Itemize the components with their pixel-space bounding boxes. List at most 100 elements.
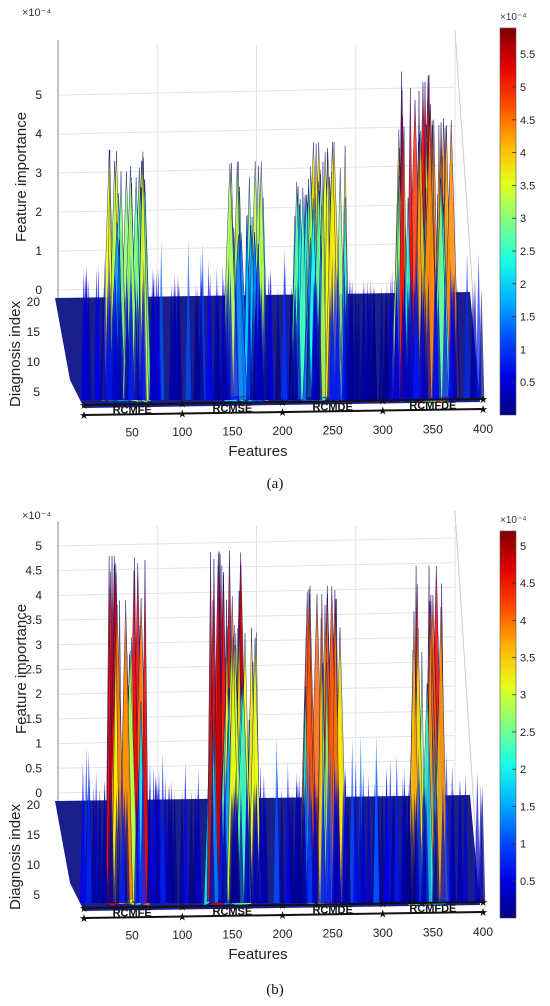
segment-label: RCMFE (113, 907, 152, 919)
segment-line-bottom (83, 911, 484, 919)
surface-noise (401, 274, 408, 400)
z-exponent-label: ×10⁻⁴ (22, 7, 51, 19)
surface-noise (263, 289, 270, 400)
surface-noise (101, 779, 108, 903)
surface-noise (278, 788, 285, 903)
z-tick-label: 3.5 (25, 613, 42, 627)
surface-noise (171, 792, 178, 903)
surface-noise (316, 288, 323, 400)
surface-noise (341, 271, 348, 400)
surface-noise (379, 788, 386, 903)
surface-noise (320, 749, 327, 903)
z-tick-label: 5 (35, 539, 42, 553)
surface-noise (154, 783, 161, 903)
colorbar-tick-label: 4.5 (520, 115, 535, 127)
colorbar-tick-label: 5.5 (520, 49, 535, 61)
surface-noise (433, 257, 440, 400)
z-tick-label: 0 (35, 786, 42, 800)
surface-noise (82, 274, 89, 400)
colorbar (499, 27, 517, 416)
x-tick-label: 150 (222, 928, 242, 942)
z-tick-label: 2 (35, 205, 42, 219)
surface-noise (249, 289, 256, 400)
colorbar-tick-label: 3 (520, 213, 526, 225)
surface-noise (79, 761, 86, 903)
x-tick-label: 100 (172, 425, 192, 439)
z-exponent-label: ×10⁻⁴ (22, 510, 51, 522)
surface-noise (413, 785, 420, 903)
surface-noise (292, 283, 299, 400)
surface-noise (352, 759, 359, 903)
surface-noise (393, 753, 400, 903)
surface-noise (117, 282, 124, 400)
x-tick-label: 350 (423, 423, 443, 437)
surface-noise (146, 786, 153, 903)
colorbar-tick-label: 0.5 (520, 377, 535, 389)
y-tick-label: 10 (27, 858, 41, 872)
segment-label: RCMDE (312, 904, 352, 916)
colorbar-tick-label: 3 (520, 690, 526, 702)
surface-noise (246, 273, 253, 400)
surface-noise (260, 779, 267, 903)
colorbar-tick-label: 3.5 (520, 653, 535, 665)
surface-noise (281, 248, 288, 400)
surface-noise (96, 787, 103, 903)
surface-noise (371, 286, 378, 400)
surface-noise (233, 792, 240, 903)
surface-noise (471, 276, 478, 400)
segment-marker: ★ (278, 397, 288, 409)
surface-noise (176, 285, 183, 400)
surface-noise (373, 733, 380, 903)
x-tick-label: 400 (473, 422, 493, 436)
surface-chart-b: 0 0.5 1 1.5 2 2.5 3 3.5 4 4.5 5 ×10⁻⁴ Feature import… (7, 510, 535, 963)
surface-noise (243, 781, 250, 903)
surface-noise (106, 255, 113, 400)
surface-noise (159, 752, 166, 903)
x-tick-label: 300 (373, 926, 393, 940)
surface-noise (456, 778, 463, 903)
surface-noise (348, 285, 355, 400)
surface-noise (275, 287, 282, 400)
z-tick-label: 4.5 (25, 564, 42, 578)
surface-noise (419, 266, 426, 400)
segment-bar: ★★★★★★★★★★RCMFE RCMSE RCMDE RCMFDE (79, 897, 488, 925)
surface-noise (382, 289, 389, 400)
panel-label-b: (b) (266, 982, 284, 998)
z-tick-label: 3 (35, 166, 42, 180)
surface-noise (140, 258, 147, 400)
colorbar-tick-label: 3.5 (520, 180, 535, 192)
surface-noise (301, 789, 308, 903)
surface-noise (378, 285, 385, 400)
surface-noise (423, 782, 430, 903)
surface-noise (335, 779, 342, 903)
z-tick-label: 2.5 (25, 662, 42, 676)
y-tick-label: 20 (27, 295, 41, 309)
chart-panel-a: 0 1 2 3 4 5 ×10⁻⁴ Feature importance 20 15 10 5 Diag… (0, 0, 550, 470)
segment-marker: ★ (79, 903, 89, 915)
surface-noise (182, 761, 189, 903)
colorbar-tick-label: 5 (520, 541, 526, 553)
surface-noise (232, 261, 239, 400)
surface-noise (185, 240, 192, 400)
surface-noise (329, 253, 336, 400)
z-tick-label: 1 (35, 244, 42, 258)
y-tick-label: 15 (27, 828, 41, 842)
x-axis-title: Features (228, 946, 287, 963)
segment-marker: ★ (177, 902, 187, 914)
colorbar-tick-label: 2 (520, 764, 526, 776)
surface-spike (319, 161, 327, 400)
surface-noise (325, 764, 332, 903)
surface-noise (253, 778, 260, 903)
x-tick-label: 50 (125, 929, 139, 943)
x-tick-label: 50 (125, 426, 139, 440)
segment-marker: ★ (177, 409, 187, 421)
surface-noise (215, 288, 222, 400)
colorbar-tick-label: 1 (520, 839, 526, 851)
surface-noise (305, 289, 312, 400)
colorbar-tick-label: 1.5 (520, 312, 535, 324)
surface-noise (107, 792, 114, 903)
surface-noise (393, 272, 400, 400)
segment-marker: ★ (378, 406, 388, 418)
colorbar-tick-label: 4.5 (520, 578, 535, 590)
